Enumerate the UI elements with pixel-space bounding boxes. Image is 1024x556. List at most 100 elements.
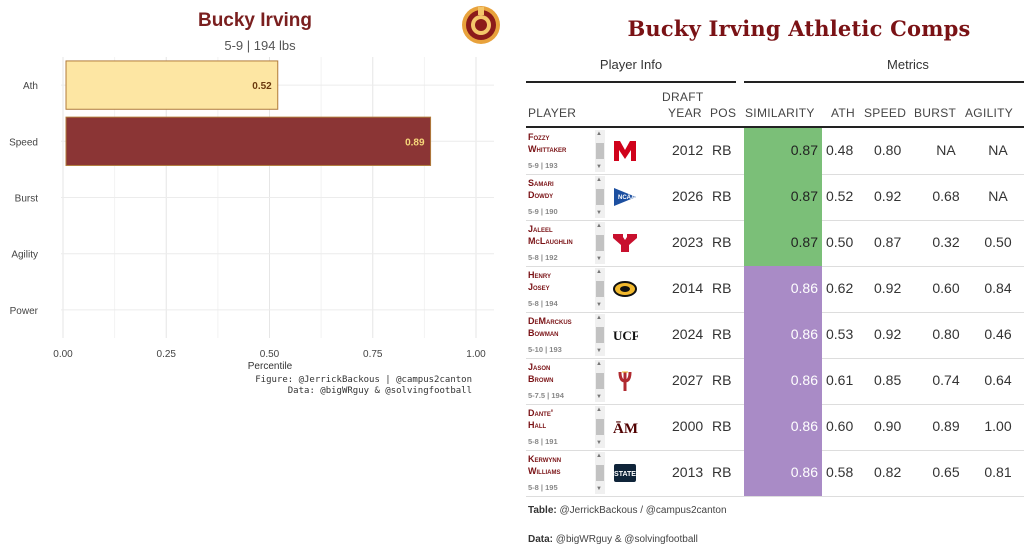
- similarity-cell: 0.86: [744, 312, 822, 358]
- agility-cell: 0.81: [984, 464, 1012, 480]
- utah-state-icon: STATE: [612, 461, 638, 485]
- similarity-value: 0.86: [790, 418, 818, 434]
- burst-cell: 0.68: [932, 188, 960, 204]
- header-rule: [526, 126, 1024, 128]
- scroll-down-icon[interactable]: ▼: [596, 210, 602, 216]
- scroll-thumb[interactable]: [596, 235, 604, 251]
- agility-cell: NA: [988, 188, 1008, 204]
- svg-text:UCF: UCF: [613, 328, 638, 343]
- maryland-m-icon: [612, 139, 638, 163]
- pos-cell: RB: [712, 142, 732, 158]
- scroll-up-icon[interactable]: ▲: [596, 407, 602, 413]
- chart-title: Bucky Irving: [197, 10, 313, 31]
- player-name: Samari Dowdy: [528, 177, 590, 201]
- x-tick-label: 0.75: [363, 349, 383, 360]
- player-last-name: Williams: [528, 466, 561, 476]
- player-last-name: Josey: [528, 282, 550, 292]
- player-last-name: Bowman: [528, 328, 559, 338]
- scroll-thumb[interactable]: [596, 281, 604, 297]
- scroll-thumb[interactable]: [596, 465, 604, 481]
- row-scrollbar[interactable]: ▲ ▼: [595, 176, 605, 218]
- ath-cell: 0.60: [826, 418, 854, 434]
- col-header-ath: ATH: [831, 106, 856, 120]
- table-footer-credit: Table: @JerrickBackous / @campus2canton: [528, 505, 727, 516]
- bar-ath: [65, 60, 279, 110]
- scroll-up-icon[interactable]: ▲: [596, 361, 602, 367]
- table-row: Dante' Hall 5-8 | 191 ▲ ▼ ĀM 2000 RB 0.86 0.60 0.9…: [526, 404, 1024, 451]
- agility-cell: 0.64: [984, 372, 1012, 388]
- footer-data-text: @bigWRguy & @solvingfootball: [553, 534, 698, 545]
- scroll-down-icon[interactable]: ▼: [596, 348, 602, 354]
- row-scrollbar[interactable]: ▲ ▼: [595, 268, 605, 310]
- similarity-cell: 0.87: [744, 174, 822, 220]
- row-scrollbar[interactable]: ▲ ▼: [595, 452, 605, 494]
- similarity-cell: 0.86: [744, 404, 822, 450]
- ucf-icon: UCF: [612, 323, 640, 347]
- scroll-thumb[interactable]: [596, 327, 604, 343]
- scroll-thumb[interactable]: [596, 373, 604, 389]
- player-name: Kerwynn Williams: [528, 453, 590, 477]
- row-scrollbar[interactable]: ▲ ▼: [595, 222, 605, 264]
- ath-cell: 0.61: [826, 372, 854, 388]
- agility-cell: NA: [988, 142, 1008, 158]
- scroll-up-icon[interactable]: ▲: [596, 223, 602, 229]
- player-name: Fozzy Whittaker: [528, 131, 590, 155]
- scroll-thumb[interactable]: [596, 419, 604, 435]
- col-header-burst: BURST: [914, 106, 957, 120]
- spanner-player-info: Player Info: [599, 57, 663, 72]
- pos-cell: RB: [712, 464, 732, 480]
- scroll-down-icon[interactable]: ▼: [596, 394, 602, 400]
- ath-cell: 0.50: [826, 234, 854, 250]
- ath-cell: 0.53: [826, 326, 854, 342]
- scroll-up-icon[interactable]: ▲: [596, 177, 602, 183]
- row-scrollbar[interactable]: ▲ ▼: [595, 360, 605, 402]
- similarity-cell: 0.86: [744, 358, 822, 404]
- player-first-name: Jaleel: [528, 224, 553, 234]
- draft-year-cell: 2012: [672, 142, 704, 158]
- agility-cell: 1.00: [984, 418, 1012, 434]
- player-first-name: Dante': [528, 408, 553, 418]
- scroll-up-icon[interactable]: ▲: [596, 453, 602, 459]
- speed-cell: 0.90: [874, 418, 902, 434]
- agility-cell: 0.46: [984, 326, 1012, 342]
- y-tick-label: Agility: [11, 250, 38, 261]
- svg-text:STATE: STATE: [614, 471, 636, 478]
- pos-cell: RB: [712, 372, 732, 388]
- chart-subtitle: 5-9 | 194 lbs: [224, 38, 296, 53]
- scroll-down-icon[interactable]: ▼: [596, 256, 602, 262]
- scroll-up-icon[interactable]: ▲: [596, 131, 602, 137]
- svg-text:NCAA: NCAA: [618, 195, 636, 201]
- x-tick-label: 0.00: [53, 349, 73, 360]
- footer-table-label: Table:: [528, 505, 557, 516]
- draft-year-cell: 2013: [672, 464, 704, 480]
- agility-cell: 0.50: [984, 234, 1012, 250]
- spanner-metrics-line: [744, 81, 1024, 83]
- y-tick-label: Power: [10, 306, 39, 317]
- speed-cell: 0.87: [874, 234, 902, 250]
- scroll-down-icon[interactable]: ▼: [596, 440, 602, 446]
- chart-labels: 0.00 0.25 0.50 0.75 1.00 Ath 0.52 Speed 0.89 Burs…: [9, 81, 486, 360]
- table-row: Fozzy Whittaker 5-9 | 193 ▲ ▼ 2012 RB 0.87 0.48 0…: [526, 128, 1024, 175]
- spanner-metrics: Metrics: [887, 57, 929, 72]
- ath-cell: 0.62: [826, 280, 854, 296]
- scroll-up-icon[interactable]: ▲: [596, 315, 602, 321]
- scroll-thumb[interactable]: [596, 143, 604, 159]
- player-first-name: Jason: [528, 362, 551, 372]
- row-scrollbar[interactable]: ▲ ▼: [595, 130, 605, 172]
- draft-year-cell: 2026: [672, 188, 704, 204]
- col-header-speed: SPEED: [864, 106, 907, 120]
- player-name: Jaleel McLaughlin: [528, 223, 590, 247]
- draft-year-cell: 2023: [672, 234, 704, 250]
- row-scrollbar[interactable]: ▲ ▼: [595, 314, 605, 356]
- chart-panel: 0.00 0.25 0.50 0.75 1.00 Ath 0.52 Speed 0.89 Burs…: [0, 0, 510, 556]
- scroll-up-icon[interactable]: ▲: [596, 269, 602, 275]
- row-scrollbar[interactable]: ▲ ▼: [595, 406, 605, 448]
- scroll-thumb[interactable]: [596, 189, 604, 205]
- burst-cell: 0.74: [932, 372, 960, 388]
- col-header-pos: POS: [710, 106, 737, 120]
- table-row: Jaleel McLaughlin 5-8 | 192 ▲ ▼ 2023 RB 0.87 0.5…: [526, 220, 1024, 267]
- scroll-down-icon[interactable]: ▼: [596, 486, 602, 492]
- scroll-down-icon[interactable]: ▼: [596, 302, 602, 308]
- scroll-down-icon[interactable]: ▼: [596, 164, 602, 170]
- pos-cell: RB: [712, 234, 732, 250]
